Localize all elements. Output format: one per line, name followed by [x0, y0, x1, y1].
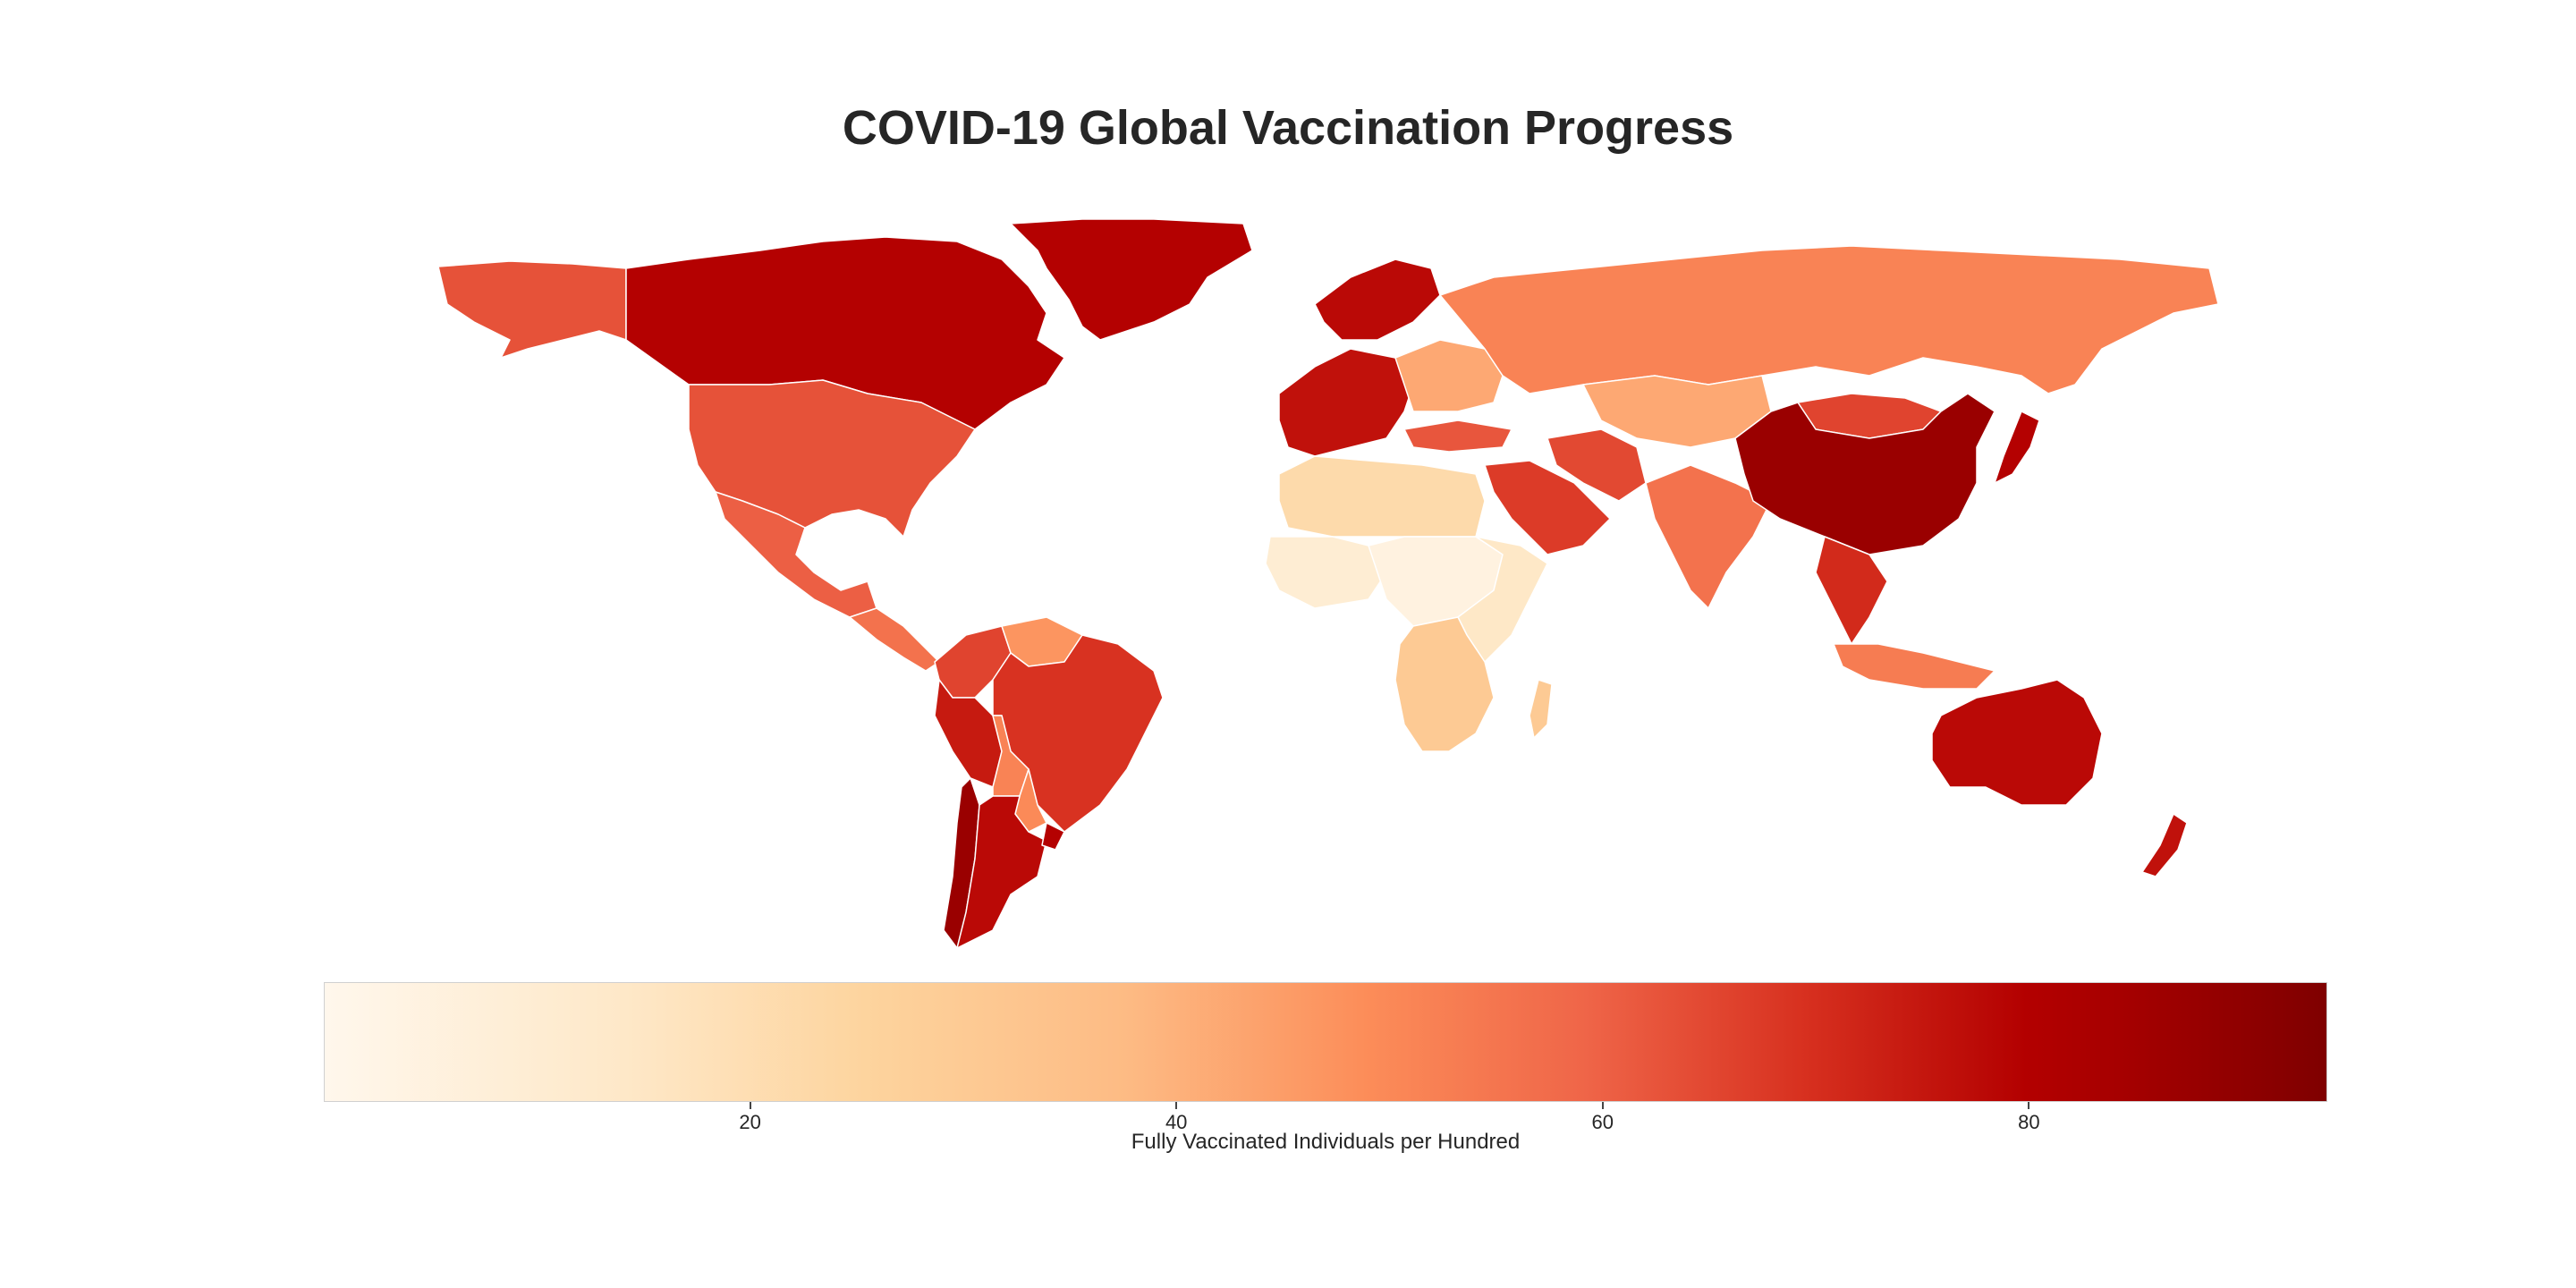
colorbar-tick-label: 20: [739, 1111, 761, 1133]
colorbar-gradient: [324, 982, 2327, 1102]
region-argentina: [956, 795, 1047, 948]
region-southern-africa: [1394, 616, 1495, 752]
region-alaska: [437, 260, 627, 359]
colorbar-tick-label: 40: [1165, 1111, 1188, 1133]
region-iran: [1546, 428, 1647, 502]
colorbar-tick: [1175, 1102, 1178, 1109]
region-china: [1734, 393, 1996, 555]
region-india: [1645, 464, 1772, 609]
region-northern-europe: [1314, 258, 1441, 341]
colorbar-label: Fully Vaccinated Individuals per Hundred: [1131, 1130, 1521, 1154]
region-madagascar: [1529, 679, 1553, 739]
region-new-zealand: [2141, 813, 2188, 877]
region-uruguay: [1041, 822, 1065, 851]
region-australia: [1931, 679, 2103, 806]
region-central-america: [849, 607, 940, 672]
region-greenland: [1010, 218, 1253, 341]
colorbar: 20 40 60 80 Fully Vaccinated Individuals pe…: [324, 982, 2327, 1154]
region-eastern-europe: [1394, 339, 1504, 412]
colorbar-tick: [1601, 1102, 1604, 1109]
chart-title: COVID-19 Global Vaccination Progress: [842, 101, 1734, 155]
region-russia: [1439, 245, 2219, 394]
region-mexico: [715, 491, 877, 618]
region-southeast-asia: [1815, 536, 1888, 645]
region-west-africa: [1265, 536, 1387, 609]
colorbar-tick-label: 80: [2018, 1111, 2040, 1133]
region-japan: [1994, 411, 2040, 484]
region-western-europe: [1278, 348, 1414, 457]
region-saudi-arabia: [1484, 460, 1611, 555]
region-turkey: [1403, 419, 1513, 453]
region-north-africa: [1278, 455, 1486, 538]
colorbar-tick: [2028, 1102, 2030, 1109]
region-indonesia: [1833, 643, 1996, 690]
colorbar-tick: [749, 1102, 751, 1109]
colorbar-tick-label: 60: [1591, 1111, 1614, 1133]
world-map: [437, 218, 2219, 948]
